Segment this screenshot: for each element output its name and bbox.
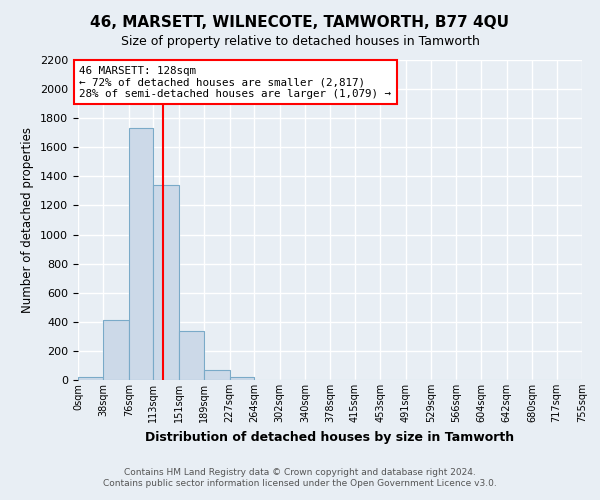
Bar xyxy=(103,320,129,380)
Text: Size of property relative to detached houses in Tamworth: Size of property relative to detached ho… xyxy=(121,35,479,48)
Bar xyxy=(78,377,103,380)
Text: 46, MARSETT, WILNECOTE, TAMWORTH, B77 4QU: 46, MARSETT, WILNECOTE, TAMWORTH, B77 4Q… xyxy=(91,15,509,30)
Bar xyxy=(179,330,204,380)
Text: 46 MARSETT: 128sqm
← 72% of detached houses are smaller (2,817)
28% of semi-deta: 46 MARSETT: 128sqm ← 72% of detached hou… xyxy=(79,66,391,99)
X-axis label: Distribution of detached houses by size in Tamworth: Distribution of detached houses by size … xyxy=(145,430,515,444)
Y-axis label: Number of detached properties: Number of detached properties xyxy=(22,127,34,313)
Bar xyxy=(230,377,254,380)
Bar xyxy=(129,128,154,380)
Text: Contains HM Land Registry data © Crown copyright and database right 2024.
Contai: Contains HM Land Registry data © Crown c… xyxy=(103,468,497,487)
Bar xyxy=(154,185,179,380)
Bar xyxy=(204,370,230,380)
